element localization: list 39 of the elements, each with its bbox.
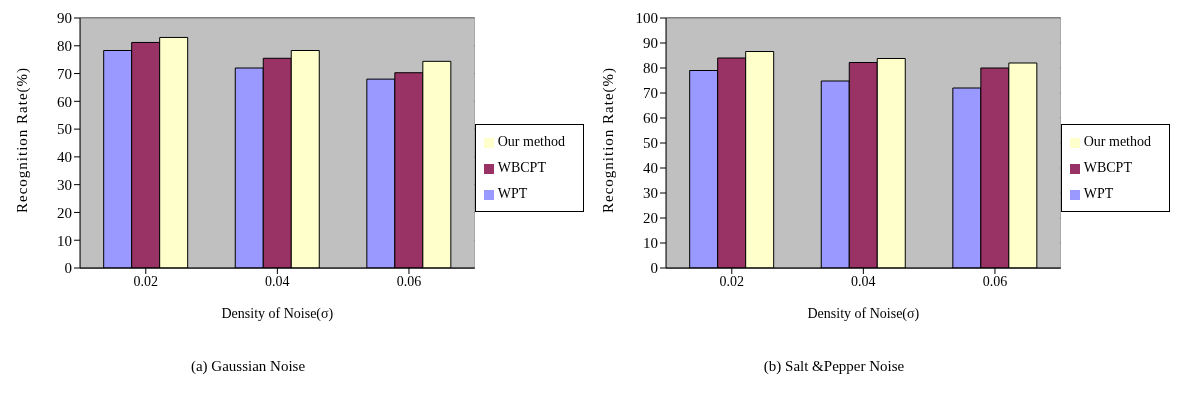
y-tick-label: 60 xyxy=(643,110,658,127)
y-tick-label: 100 xyxy=(635,10,658,27)
y-tick-label: 70 xyxy=(643,85,658,102)
y-tick-label: 0 xyxy=(650,260,658,277)
y-axis-title: Recognition Rate(%) xyxy=(14,66,32,213)
y-tick-label: 10 xyxy=(57,232,72,249)
y-tick-label: 40 xyxy=(57,149,72,166)
y-tick-label: 50 xyxy=(57,121,72,138)
y-axis-title: Recognition Rate(%) xyxy=(600,66,618,213)
y-tick-label: 30 xyxy=(57,176,72,193)
legend-label: WPT xyxy=(497,186,528,201)
x-axis-title: Density of Noise(σ) xyxy=(221,306,334,322)
y-tick-label: 80 xyxy=(643,60,658,77)
legend-label: WPT xyxy=(1083,186,1114,201)
text: (a) Gaussian Noise xyxy=(189,358,307,375)
legend-label: WBCPT xyxy=(1083,160,1132,175)
x-axis-title: Density of Noise(σ) xyxy=(807,306,920,322)
y-tick-label: 80 xyxy=(57,38,72,55)
text: (b) Salt &Pepper Noise xyxy=(762,358,906,375)
x-tick-label: 0.02 xyxy=(719,273,745,289)
y-tick-label: 10 xyxy=(643,235,658,252)
y-tick-label: 90 xyxy=(643,35,658,52)
x-tick-label: 0.04 xyxy=(851,273,876,289)
y-tick-label: 50 xyxy=(643,135,658,152)
legend-label: Our method xyxy=(497,134,565,149)
y-tick-label: 0 xyxy=(64,260,72,277)
legend-label: WBCPT xyxy=(497,160,546,175)
x-tick-label: 0.02 xyxy=(133,273,159,289)
y-tick-label: 60 xyxy=(57,93,72,110)
y-tick-label: 40 xyxy=(643,160,658,177)
legend-label: Our method xyxy=(1083,134,1151,149)
x-tick-label: 0.06 xyxy=(982,273,1008,289)
y-tick-label: 30 xyxy=(643,185,658,202)
y-tick-label: 20 xyxy=(57,204,72,221)
y-tick-label: 90 xyxy=(57,10,72,27)
y-tick-label: 20 xyxy=(643,210,658,227)
x-tick-label: 0.04 xyxy=(265,273,290,289)
y-tick-label: 70 xyxy=(57,65,72,82)
x-tick-label: 0.06 xyxy=(396,273,422,289)
